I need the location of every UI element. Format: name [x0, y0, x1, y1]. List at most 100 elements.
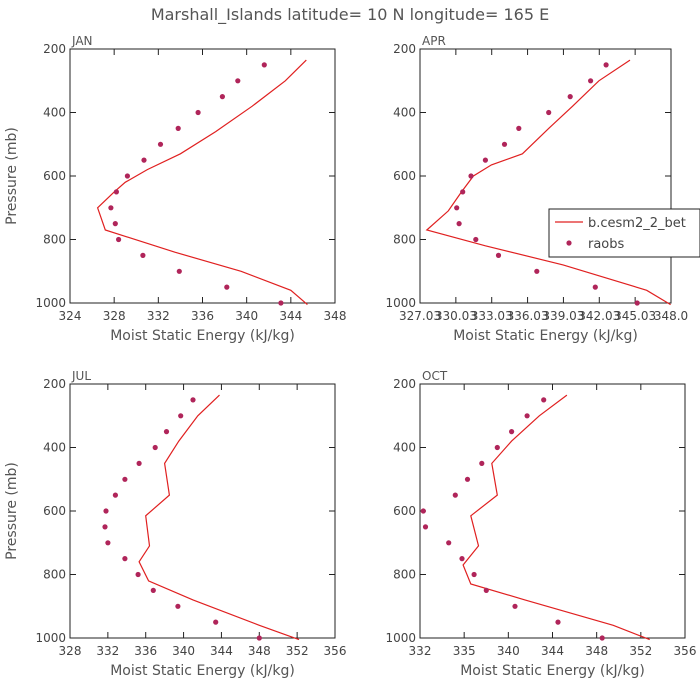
obs-point: [555, 619, 561, 625]
plot-frame: [419, 48, 672, 304]
panel-oct: OCT 332 335 340 344 348 352 356 200 400 600 800 1000…: [385, 369, 696, 679]
y-tick-label: 600: [43, 504, 66, 518]
x-tick-label: 356: [324, 644, 347, 658]
x-tick-label: 332: [96, 644, 119, 658]
y-tick-label: 200: [43, 377, 66, 391]
y-tick-label: 800: [393, 568, 416, 582]
plot-frame: [69, 48, 336, 304]
obs-point: [464, 476, 471, 482]
y-tick-label: 800: [43, 233, 66, 247]
obs-point: [219, 94, 225, 100]
plot-frame: [69, 383, 336, 639]
obs-point: [524, 413, 530, 419]
x-tick-label: 348: [248, 644, 271, 658]
obs-point: [588, 78, 594, 84]
plot-frame: [419, 383, 686, 639]
obs-point: [175, 603, 181, 609]
obs-point: [152, 444, 158, 451]
obs-point: [452, 492, 458, 498]
obs-point: [195, 109, 201, 116]
x-tick-label: 344: [541, 644, 564, 658]
x-tick-label: 340: [172, 644, 195, 658]
panel-label: JAN: [71, 34, 93, 48]
x-tick-label: 344: [210, 644, 233, 658]
x-tick-label: 336: [191, 309, 214, 323]
obs-point: [546, 109, 552, 116]
obs-point: [592, 284, 598, 290]
obs-point: [482, 157, 488, 163]
model-profile-line: [425, 59, 671, 306]
obs-point: [471, 571, 477, 578]
obs-point: [102, 524, 108, 530]
obs-point: [175, 125, 181, 131]
obs-point: [501, 141, 508, 147]
panel-jan: JAN 324 328 332 336 340 344 348 200 400 600 800 1000…: [4, 34, 346, 344]
x-tick-label: 345.03: [614, 309, 656, 323]
obs-point: [278, 300, 284, 306]
obs-point: [124, 173, 130, 179]
obs-point: [135, 571, 141, 578]
obs-point: [122, 476, 128, 482]
x-tick-label: 336: [134, 644, 157, 658]
obs-point: [516, 125, 522, 131]
obs-point: [256, 635, 262, 641]
legend-dot-swatch: [566, 240, 572, 246]
y-tick-label: 400: [393, 106, 416, 120]
obs-point: [122, 556, 128, 562]
obs-point: [136, 460, 142, 466]
obs-point: [176, 268, 182, 274]
obs-point: [603, 62, 609, 68]
x-tick-label: 340: [235, 309, 258, 323]
obs-point: [157, 141, 164, 147]
figure-title: Marshall_Islands latitude= 10 N longitud…: [151, 5, 549, 25]
x-tick-label: 324: [59, 309, 82, 323]
y-tick-label: 400: [43, 441, 66, 455]
obs-point: [140, 252, 146, 258]
obs-point: [116, 236, 122, 243]
x-tick-label: 352: [629, 644, 652, 658]
obs-point: [422, 524, 429, 530]
obs-point: [479, 460, 485, 466]
x-axis-label: Moist Static Energy (kJ/kg): [110, 328, 295, 344]
y-tick-label: 200: [43, 42, 66, 56]
obs-point: [224, 284, 230, 290]
y-tick-label: 400: [393, 441, 416, 455]
x-tick-label: 328: [59, 644, 82, 658]
obs-point: [112, 221, 118, 227]
y-tick-label: 1000: [35, 631, 66, 645]
obs-point: [190, 397, 196, 403]
x-tick-label: 356: [674, 644, 697, 658]
obs-point: [483, 587, 489, 594]
obs-point: [494, 444, 500, 451]
y-tick-label: 1000: [35, 296, 66, 310]
legend: b.cesm2_2_bet raobs: [548, 208, 700, 258]
obs-point: [634, 300, 640, 306]
obs-point: [456, 221, 462, 227]
y-tick-label: 1000: [385, 296, 416, 310]
x-tick-label: 332: [409, 644, 432, 658]
x-axis-label: Moist Static Energy (kJ/kg): [460, 663, 645, 679]
y-tick-label: 400: [43, 106, 66, 120]
x-tick-label: 348: [324, 309, 347, 323]
x-tick-label: 332: [147, 309, 170, 323]
x-tick-label: 348.0: [654, 309, 688, 323]
x-tick-label: 327.03: [399, 309, 441, 323]
obs-point: [103, 508, 109, 514]
obs-point: [150, 587, 156, 594]
legend-label-obs: raobs: [588, 237, 625, 252]
obs-point: [468, 173, 474, 179]
y-tick-label: 600: [43, 169, 66, 183]
x-tick-label: 335: [453, 644, 476, 658]
obs-point: [454, 205, 460, 211]
obs-point: [213, 619, 219, 625]
obs-point: [446, 540, 452, 546]
x-tick-label: 340: [497, 644, 520, 658]
obs-point: [141, 157, 147, 163]
obs-point: [108, 205, 114, 211]
y-axis-label: Pressure (mb): [4, 462, 20, 560]
y-tick-label: 600: [393, 504, 416, 518]
model-profile-line: [138, 394, 300, 641]
obs-point: [534, 268, 540, 274]
y-axis-label: Pressure (mb): [4, 127, 20, 225]
